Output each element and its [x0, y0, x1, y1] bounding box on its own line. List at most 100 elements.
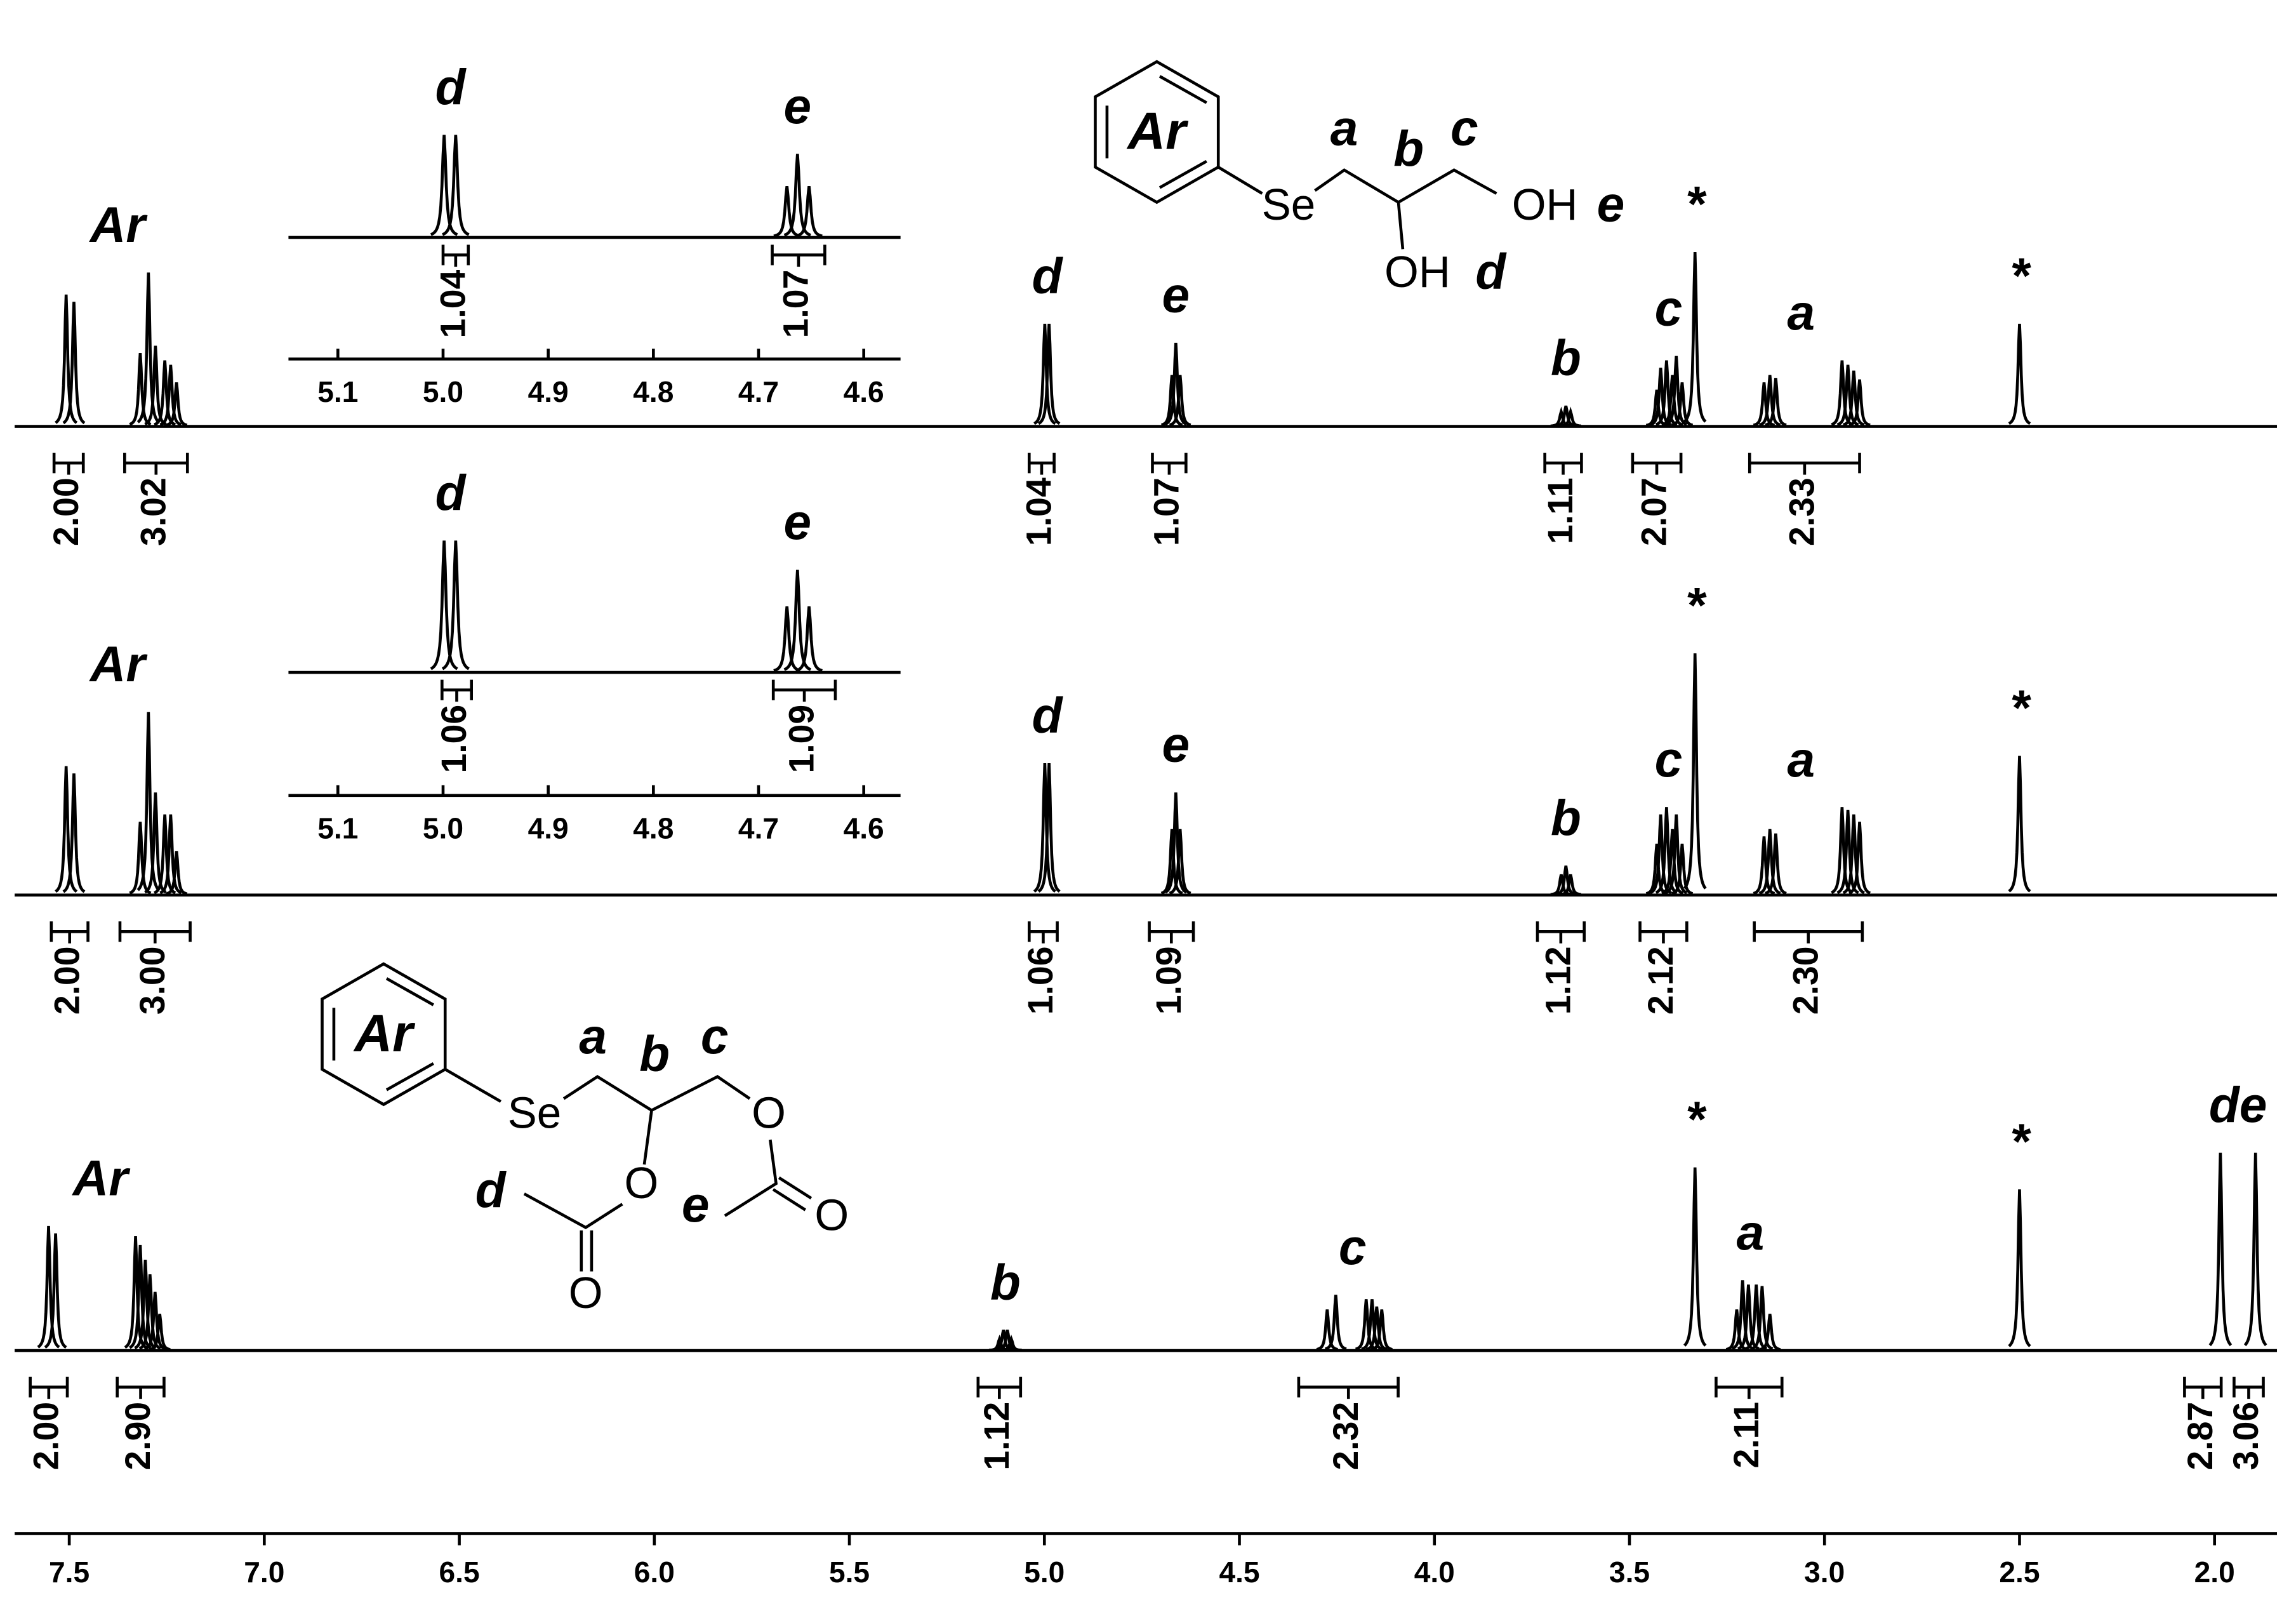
peak-label: e [1162, 717, 1190, 773]
inset-tick-label: 4.7 [738, 375, 779, 408]
inset-tick-label: 4.9 [528, 375, 569, 408]
peak [134, 1259, 157, 1350]
inset-peak [430, 540, 458, 670]
integral-label: 1.06 [434, 705, 474, 773]
ring-bond [385, 1062, 434, 1091]
peak [1555, 865, 1577, 896]
peak-label: c [1655, 280, 1683, 336]
x-tick-label: 2.5 [1999, 1556, 2040, 1589]
peak-label: * [1685, 578, 1707, 634]
peak [1683, 251, 1707, 423]
inset-peak-label: e [783, 78, 811, 134]
inset-tick-label: 5.1 [317, 375, 358, 408]
peak-label: a [1788, 284, 1815, 340]
peak-label: d [1032, 248, 1064, 304]
x-tick-label: 5.0 [1024, 1556, 1065, 1589]
integral-label: 1.12 [977, 1402, 1016, 1470]
integral-label: 2.87 [2180, 1402, 2220, 1470]
integral-label: 2.00 [46, 477, 86, 546]
peak [136, 712, 161, 891]
integral-label: 1.04 [1019, 477, 1059, 546]
peak [136, 272, 160, 423]
peak [1661, 829, 1683, 895]
peak [992, 1330, 1014, 1352]
position-label: a [579, 1008, 607, 1064]
integral-label: 1.09 [1149, 946, 1188, 1015]
peak-label: * [1685, 177, 1707, 232]
peak [1671, 382, 1694, 427]
inset-peak-label: d [435, 465, 467, 521]
peak [1758, 375, 1781, 427]
peak [138, 1274, 161, 1350]
peak-label: * [1685, 1091, 1707, 1147]
x-tick-label: 7.0 [244, 1556, 284, 1589]
peak [1758, 829, 1781, 895]
peak [1164, 342, 1187, 426]
inset-tick-label: 5.1 [317, 811, 358, 844]
bond [778, 1176, 813, 1200]
inset-tick-label: 4.7 [738, 811, 779, 844]
peak [1751, 1286, 1774, 1350]
integral-label: 2.07 [1635, 477, 1674, 546]
peak [1316, 1309, 1338, 1351]
peak [1160, 375, 1183, 427]
bond [724, 1139, 778, 1217]
benzene-ring [321, 962, 447, 1107]
peak [62, 302, 86, 425]
bond [642, 1110, 653, 1165]
x-tick-label: 5.5 [829, 1556, 870, 1589]
structure-diacetate: Ar Se O O O O a b c d e [321, 962, 849, 1317]
integral-label: 2.32 [1326, 1402, 1365, 1470]
peak [143, 1291, 166, 1350]
integral-label: 2.33 [1782, 477, 1822, 546]
peak [1843, 370, 1865, 427]
peak [129, 1244, 152, 1349]
peak [1560, 874, 1582, 897]
peak [1555, 405, 1577, 427]
atom-label: OH [1384, 247, 1450, 297]
peak [62, 773, 86, 893]
peak [1655, 807, 1678, 894]
integral-label: 1.11 [1541, 477, 1580, 544]
peak [2008, 756, 2031, 893]
inset-tick-label: 4.6 [844, 375, 884, 408]
peak-label: Ar [89, 197, 149, 253]
peak [1655, 360, 1678, 426]
x-tick-label: 2.0 [2194, 1556, 2235, 1589]
integral-label: 2.12 [1641, 946, 1680, 1015]
peak [1671, 843, 1694, 895]
integral-label: 1.09 [782, 705, 821, 773]
peak [1365, 1306, 1388, 1351]
atom-label: O [752, 1088, 786, 1137]
inset-peak [430, 135, 458, 236]
bond [562, 1074, 751, 1112]
position-label: b [639, 1025, 670, 1081]
inset-peak-label: d [435, 59, 467, 115]
peak-label: c [1655, 731, 1683, 787]
peak-label: b [1551, 790, 1581, 846]
peak [1370, 1309, 1393, 1351]
peak [1169, 829, 1191, 895]
peak [1665, 814, 1688, 895]
peak [1765, 378, 1787, 427]
benzene-ring [1094, 60, 1220, 204]
ring-bond [1158, 75, 1207, 104]
x-tick-label: 3.0 [1804, 1556, 1845, 1589]
peak-label: de [2209, 1077, 2267, 1133]
position-label: d [475, 1162, 507, 1218]
integral-label: 3.00 [133, 946, 172, 1015]
position-label: b [1393, 121, 1424, 177]
peak [1848, 379, 1871, 427]
peak [149, 1314, 171, 1351]
peak [1831, 807, 1854, 894]
peak [2243, 1152, 2267, 1347]
peak [1759, 1314, 1781, 1351]
x-tick-label: 6.5 [439, 1556, 480, 1589]
position-label: c [1450, 100, 1478, 156]
integral-label: 3.06 [2226, 1402, 2266, 1470]
integral-label: 2.00 [26, 1402, 65, 1470]
atom-label: O [624, 1158, 658, 1208]
x-tick-label: 4.5 [1219, 1556, 1259, 1589]
